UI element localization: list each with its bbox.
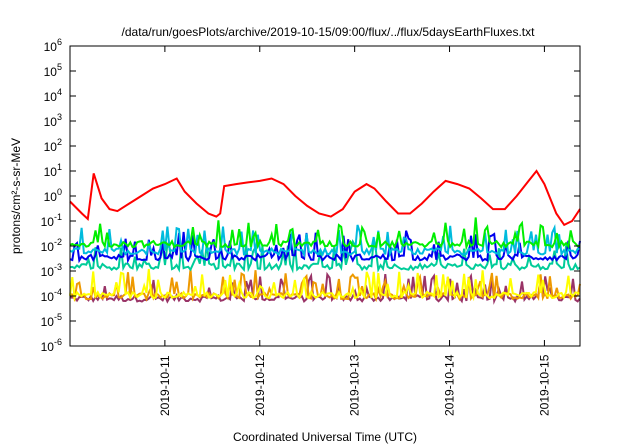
y-tick-label: 10-4 [41,287,62,304]
x-axis-label: Coordinated Universal Time (UTC) [233,430,417,444]
y-tick-label: 102 [44,137,62,154]
series-layer [69,169,581,305]
series-line [69,268,581,302]
y-tick-label: 10-2 [41,237,62,254]
y-axis: 10-6 10-5 10-4 10-3 10-2 10-1 100 101 102 103 104 1… [41,37,580,354]
y-tick-label: 10-5 [41,312,62,329]
series-line [69,224,581,259]
chart-title: /data/run/goesPlots/archive/2019-10-15/0… [122,25,536,39]
y-tick-label: 106 [44,37,62,54]
y-axis-label: protons/cm²-s-sr-MeV [9,138,23,254]
x-tick-label: 2019-10-13 [348,354,362,416]
y-tick-label: 103 [44,112,62,129]
y-tick-label: 104 [44,87,62,104]
x-tick-label: 2019-10-14 [443,354,457,416]
y-tick-label: 100 [44,187,62,204]
y-tick-label: 10-3 [41,262,62,279]
y-tick-label: 101 [44,162,62,179]
y-tick-label: 10-1 [41,212,62,229]
x-tick-label: 2019-10-11 [158,355,172,416]
series-line [69,239,581,274]
x-axis: 2019-10-11 2019-10-12 2019-10-13 2019-10-14… [158,46,551,416]
x-tick-label: 2019-10-12 [253,354,267,416]
y-tick-label: 105 [44,62,62,79]
series-line [69,271,581,305]
x-tick-label: 2019-10-15 [537,354,551,416]
series-line-red [69,169,581,227]
y-tick-label: 10-6 [41,337,62,354]
series-line [69,217,581,251]
